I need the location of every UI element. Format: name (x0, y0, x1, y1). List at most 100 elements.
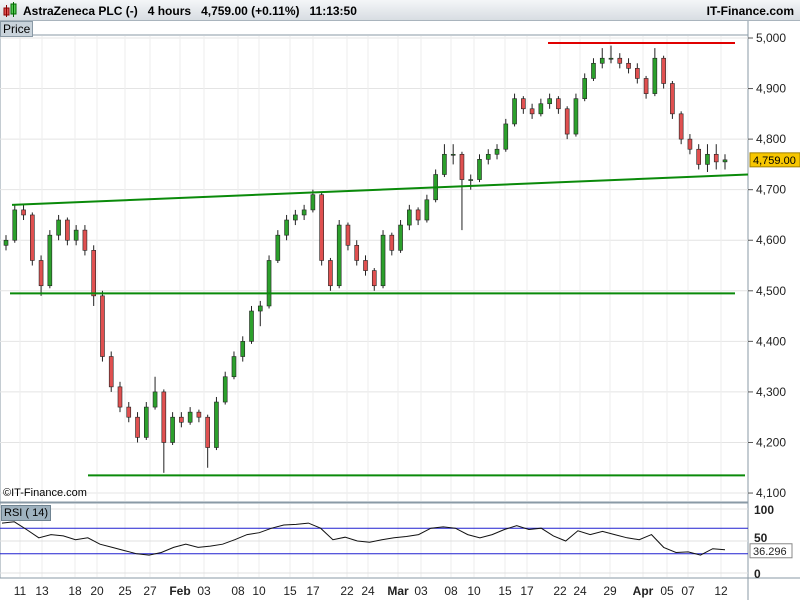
candle-up (608, 57, 614, 60)
candle-up (573, 98, 579, 135)
y-tick-label: 4,600 (756, 233, 786, 247)
rsi-line (1, 521, 726, 556)
candle-down (38, 260, 44, 287)
candle-up (424, 199, 430, 221)
x-tick-label: 20 (90, 584, 104, 598)
candle-up (407, 209, 412, 226)
last-price-tag (749, 152, 800, 168)
candle-up (310, 194, 316, 211)
x-tick-label: 24 (361, 584, 375, 598)
x-tick-label: 12 (714, 584, 728, 598)
candle-up (47, 234, 53, 287)
x-tick-label: 22 (553, 584, 567, 598)
candle-down (713, 153, 719, 163)
candle-up (143, 406, 149, 438)
x-tick-label: 17 (306, 584, 320, 598)
candle-up (722, 159, 728, 163)
x-tick-label: 08 (444, 584, 458, 598)
candle-up (494, 148, 500, 155)
candle-down (21, 209, 26, 216)
candle-down (126, 406, 132, 418)
candle-up (599, 57, 605, 64)
candle-up (503, 123, 509, 150)
candle-up (380, 234, 386, 287)
x-tick-label: 07 (681, 584, 695, 598)
candle-down (100, 295, 105, 357)
x-tick-label: Apr (633, 584, 654, 598)
candlestick-logo-icon (3, 2, 19, 25)
x-tick-label: 24 (573, 584, 587, 598)
candle-down (696, 148, 701, 165)
candle-up (152, 391, 158, 408)
y-tick-label: 4,800 (756, 132, 786, 146)
candle-up (485, 153, 491, 160)
rsi-last-tag (749, 543, 793, 559)
candle-down (161, 391, 167, 443)
x-tick-label: 10 (467, 584, 481, 598)
candle-up (214, 401, 219, 448)
y-tick-label: 4,900 (756, 82, 786, 96)
brand: IT-Finance.com (706, 4, 794, 18)
candle-down (670, 83, 675, 115)
last-price: 4,759.00 (+0.11%) (201, 4, 300, 18)
x-tick-label: 27 (143, 584, 157, 598)
copyright: ©IT-Finance.com (3, 487, 87, 499)
candle-down (82, 229, 88, 251)
x-tick-label: Mar (387, 584, 409, 598)
candle-up (56, 219, 61, 236)
candle-up (512, 98, 517, 125)
candle-down (371, 270, 377, 287)
x-tick-label: 03 (197, 584, 211, 598)
candle-down (687, 138, 693, 150)
trendline-line (11, 173, 749, 206)
candle-up (538, 103, 544, 115)
x-tick-label: 05 (660, 584, 674, 598)
y-tick-label: 4,100 (756, 486, 786, 500)
candle-up (582, 78, 588, 99)
candle-up (336, 224, 342, 287)
candle-down (521, 98, 526, 110)
candle-up (231, 356, 237, 378)
candle-down (363, 260, 368, 271)
candle-down (345, 224, 351, 246)
price-panel-label: Price (0, 21, 34, 37)
candle-down (459, 153, 465, 180)
candle-down (415, 209, 421, 221)
candle-down (328, 260, 333, 287)
candle-down (626, 62, 631, 69)
candle-up (398, 224, 403, 251)
instrument-name: AstraZeneca PLC (-) (23, 4, 138, 18)
x-tick-label: 22 (340, 584, 354, 598)
candle-down (30, 214, 35, 261)
candle-down (556, 98, 561, 110)
candle-down (196, 411, 202, 418)
y-tick-label: 4,400 (756, 334, 786, 348)
x-tick-label: 15 (283, 584, 297, 598)
candle-up (3, 239, 9, 246)
candle-down (354, 244, 360, 261)
x-tick-label: Feb (169, 584, 190, 598)
candle-up (187, 411, 193, 423)
candle-down (678, 113, 684, 140)
y-tick-label: 5,000 (756, 31, 786, 45)
candle-down (389, 234, 395, 251)
y-tick-label: 4,500 (756, 284, 786, 298)
candle-up (275, 234, 281, 261)
candle-down (117, 386, 123, 408)
candle-down (635, 68, 640, 79)
x-tick-label: 10 (252, 584, 266, 598)
rsi-panel-label: RSI ( 14) (1, 505, 52, 521)
x-tick-label: 15 (498, 584, 512, 598)
x-tick-label: 13 (35, 584, 49, 598)
candle-down (661, 57, 666, 84)
x-tick-label: 18 (68, 584, 82, 598)
y-tick-label: 4,300 (756, 385, 786, 399)
candle-up (442, 153, 447, 175)
candle-up (266, 260, 272, 307)
y-tick-label: 4,700 (756, 183, 786, 197)
candle-down (617, 57, 623, 64)
candle-up (591, 62, 596, 79)
candle-up (249, 310, 254, 342)
candle-down (65, 219, 70, 241)
candle-up (284, 219, 289, 236)
